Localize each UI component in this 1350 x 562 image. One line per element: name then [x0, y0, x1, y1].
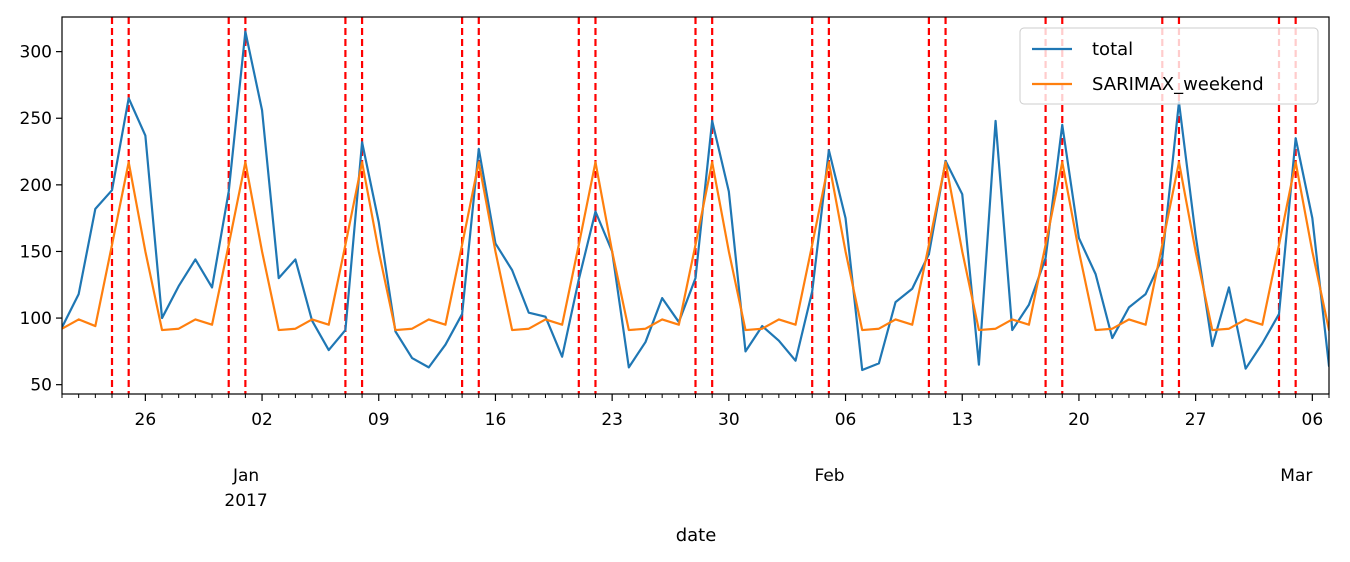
- x-month-label: Feb: [814, 466, 844, 486]
- weekend-marker-lines: [110, 17, 1297, 394]
- x-tick-label: 06: [835, 410, 857, 430]
- y-tick-label: 150: [20, 242, 52, 262]
- legend: total SARIMAX_weekend: [1019, 27, 1319, 105]
- x-tick-label: 26: [135, 410, 157, 430]
- x-tick-label: 09: [368, 410, 390, 430]
- legend-entry: total: [1092, 39, 1133, 60]
- x-tick-label: 30: [718, 410, 740, 430]
- legend-entry: SARIMAX_weekend: [1092, 74, 1264, 95]
- y-tick-label: 100: [20, 309, 52, 329]
- x-month-label: Mar: [1280, 466, 1312, 486]
- x-tick-label: 06: [1302, 410, 1324, 430]
- x-tick-label: 27: [1185, 410, 1207, 430]
- y-tick-label: 300: [20, 43, 52, 63]
- x-month-label: 2017: [224, 491, 267, 511]
- y-tick-label: 50: [30, 376, 52, 396]
- x-tick-label: 23: [601, 410, 623, 430]
- y-tick-label: 200: [20, 176, 52, 196]
- x-axis: 26 02 Jan 2017 09 16 23 30 06 Feb 13 20 27 06 Mar: [61, 394, 1330, 511]
- y-tick-label: 250: [20, 109, 52, 129]
- x-axis-label: date: [676, 525, 717, 546]
- series-line-sarimax-weekend: [62, 161, 1329, 332]
- series-layer: [62, 30, 1329, 372]
- x-tick-label: 20: [1068, 410, 1090, 430]
- x-tick-label: 16: [485, 410, 507, 430]
- y-axis: 50 100 150 200 250 300: [20, 43, 62, 396]
- legend-box: [1019, 27, 1319, 105]
- x-month-label: Jan: [232, 466, 259, 486]
- x-tick-label: 13: [951, 410, 973, 430]
- x-tick-label: 02: [251, 410, 273, 430]
